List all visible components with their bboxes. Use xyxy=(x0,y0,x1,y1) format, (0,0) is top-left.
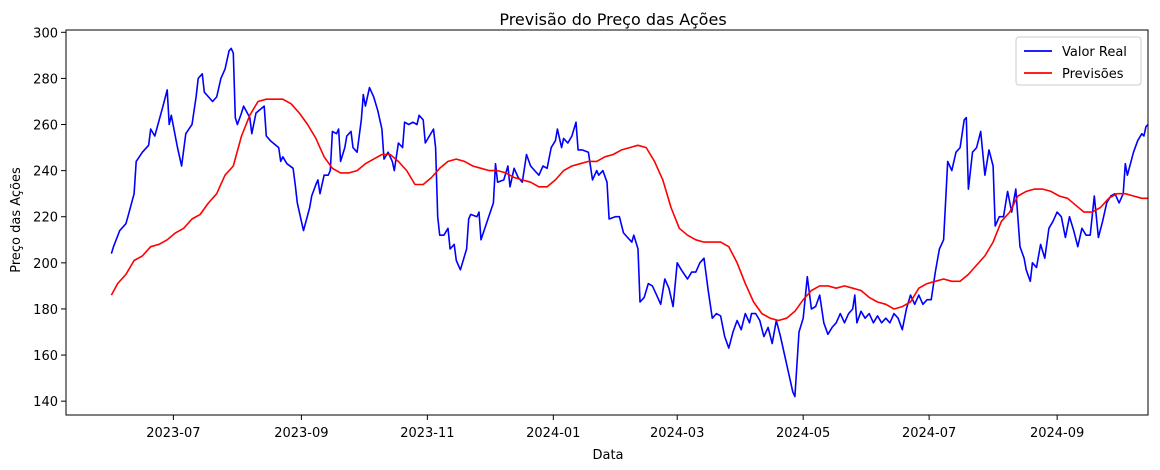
x-tick-label: 2024-01 xyxy=(526,426,580,441)
y-tick-label: 260 xyxy=(33,119,58,134)
y-axis: 140 160 180 200 220 240 260 280 300 xyxy=(33,26,66,410)
y-tick-label: 160 xyxy=(33,349,58,364)
y-tick-label: 140 xyxy=(33,395,58,410)
legend-label-2: Previsões xyxy=(1062,67,1124,82)
chart-title: Previsão do Preço das Ações xyxy=(499,10,726,29)
x-tick-label: 2023-11 xyxy=(400,426,454,441)
y-tick-label: 240 xyxy=(33,165,58,180)
x-tick-label: 2023-09 xyxy=(274,426,328,441)
x-tick-label: 2024-05 xyxy=(776,426,830,441)
legend: Valor Real Previsões xyxy=(1015,36,1142,86)
y-tick-label: 200 xyxy=(33,257,58,272)
plot-frame xyxy=(65,29,1149,416)
x-tick-label: 2024-03 xyxy=(650,426,704,441)
y-tick-label: 280 xyxy=(33,72,58,87)
y-tick-label: 180 xyxy=(33,303,58,318)
plot-area xyxy=(65,29,1149,416)
legend-label-1: Valor Real xyxy=(1062,45,1127,60)
y-tick-label: 220 xyxy=(33,211,58,226)
x-axis-label: Data xyxy=(592,448,623,463)
x-tick-label: 2023-07 xyxy=(146,426,200,441)
series-line-1 xyxy=(110,47,1149,398)
y-axis-label: Preço das Ações xyxy=(9,167,24,273)
series-line-2 xyxy=(110,98,1148,322)
x-tick-label: 2024-09 xyxy=(1030,426,1084,441)
x-tick-label: 2024-07 xyxy=(902,426,956,441)
x-axis: 2023-07 2023-09 2023-11 2024-01 2024-03 2024-… xyxy=(146,415,1084,441)
y-tick-label: 300 xyxy=(33,26,58,41)
